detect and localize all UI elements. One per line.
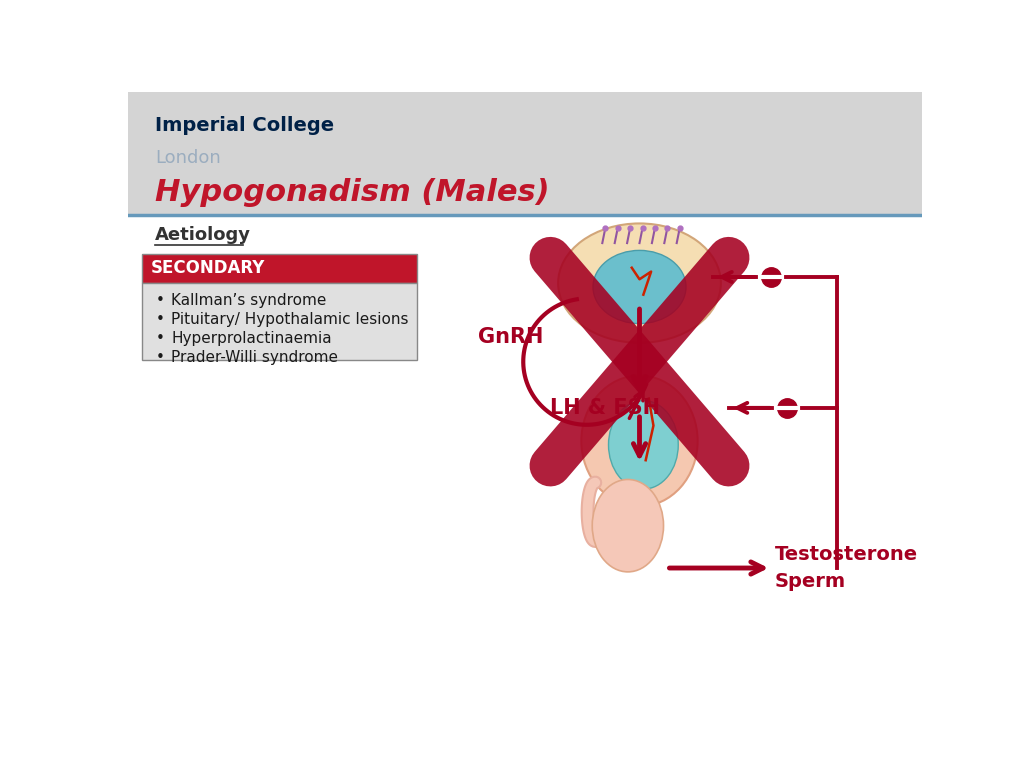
Text: Aetiology: Aetiology (155, 227, 251, 244)
Text: Hypogonadism (Males): Hypogonadism (Males) (155, 177, 550, 207)
Text: •: • (156, 293, 165, 307)
Ellipse shape (593, 250, 686, 323)
Text: SECONDARY: SECONDARY (152, 260, 265, 277)
Text: Testosterone
Sperm: Testosterone Sperm (775, 545, 919, 591)
FancyBboxPatch shape (128, 92, 922, 214)
Text: Imperial College: Imperial College (155, 116, 334, 134)
Text: •: • (156, 312, 165, 327)
Ellipse shape (592, 479, 664, 572)
FancyBboxPatch shape (142, 283, 417, 360)
FancyBboxPatch shape (142, 254, 417, 283)
Text: London: London (155, 150, 221, 167)
Text: Pituitary/ Hypothalamic lesions: Pituitary/ Hypothalamic lesions (171, 312, 409, 327)
Ellipse shape (608, 401, 678, 489)
Text: Kallman’s syndrome: Kallman’s syndrome (171, 293, 327, 307)
Text: Prader-Willi syndrome: Prader-Willi syndrome (171, 350, 338, 366)
Text: •: • (156, 331, 165, 346)
Text: GnRH: GnRH (478, 327, 544, 347)
Ellipse shape (558, 223, 721, 343)
Text: LH & FSH: LH & FSH (550, 398, 660, 418)
Text: Hyperprolactinaemia: Hyperprolactinaemia (171, 331, 332, 346)
Text: •: • (156, 350, 165, 366)
Ellipse shape (582, 376, 697, 506)
